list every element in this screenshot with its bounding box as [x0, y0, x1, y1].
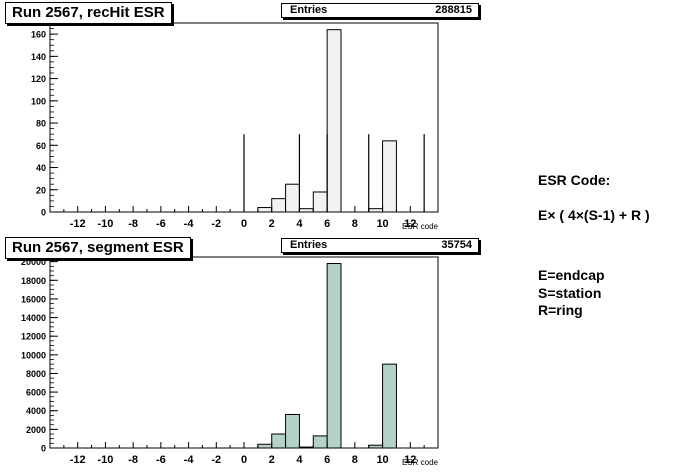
x-tick-label: 2	[269, 454, 275, 466]
legend-line-station: S=station	[538, 285, 602, 301]
x-tick-label: 6	[324, 218, 330, 230]
legend-formula: E× ( 4×(S-1) + R )	[538, 207, 650, 223]
histogram-bin	[312, 435, 328, 449]
histogram-bin	[368, 444, 384, 449]
y-tick-label: 14000	[21, 313, 46, 323]
x-tick-label: 12	[404, 454, 416, 466]
x-tick-label: -6	[156, 218, 166, 230]
x-tick-label: 4	[296, 218, 303, 230]
histogram-bin	[382, 140, 397, 213]
histogram-bin	[312, 191, 328, 213]
rechit-stats-box: Entries 288815	[281, 3, 479, 18]
rechit-entries-label: Entries	[290, 4, 328, 16]
x-tick-label: 12	[404, 218, 416, 230]
histogram-bin	[271, 433, 287, 449]
x-tick-label: -10	[97, 454, 113, 466]
x-tick-label: -2	[211, 454, 221, 466]
x-axis-title: ESR code	[402, 458, 439, 467]
y-tick-label: 0	[41, 444, 46, 454]
y-tick-label: 8000	[26, 369, 46, 379]
x-tick-label: -4	[184, 454, 195, 466]
legend-heading: ESR Code:	[538, 172, 611, 188]
plot-frame	[49, 256, 439, 449]
x-tick-label: 8	[352, 218, 358, 230]
y-tick-label: 12000	[21, 332, 46, 342]
x-tick-label: -8	[128, 454, 138, 466]
x-tick-label: 10	[376, 218, 388, 230]
x-tick-label: 6	[324, 454, 330, 466]
x-tick-label: 2	[269, 218, 275, 230]
x-tick-label: -6	[156, 454, 166, 466]
histogram-bin	[271, 198, 287, 213]
x-tick-label: -4	[184, 218, 195, 230]
y-tick-label: 18000	[21, 276, 46, 286]
histogram-bin	[368, 208, 384, 213]
y-tick-label: 140	[31, 52, 46, 62]
x-tick-label: 10	[376, 454, 388, 466]
y-tick-label: 20000	[21, 257, 46, 267]
segment-panel-title: Run 2567, segment ESR	[5, 237, 191, 259]
histogram-bin	[298, 208, 314, 213]
y-tick-label: 10000	[21, 350, 46, 360]
y-tick-label: 16000	[21, 294, 46, 304]
x-tick-label: -2	[211, 218, 221, 230]
histogram-bin	[326, 29, 342, 213]
histogram-bin	[382, 363, 397, 449]
legend-line-ring: R=ring	[538, 302, 583, 318]
segment-stats-box: Entries 35754	[281, 238, 479, 253]
y-tick-label: 80	[36, 119, 46, 129]
y-tick-label: 160	[31, 30, 46, 40]
y-tick-label: 2000	[26, 425, 46, 435]
y-tick-label: 120	[31, 74, 46, 84]
x-tick-label: -12	[70, 454, 86, 466]
y-tick-label: 4000	[26, 406, 46, 416]
x-tick-label: 0	[241, 218, 247, 230]
histogram-bin	[298, 446, 314, 449]
rechit-esr-histogram: -12 -10 -8 -6 -4 -2 0 2 4 6 8 10 1202040608010012014…	[31, 22, 439, 231]
histogram-bin	[326, 263, 342, 449]
x-axis-title: ESR code	[402, 222, 439, 231]
rechit-entries-value: 288815	[435, 4, 472, 16]
histogram-bin	[257, 207, 273, 213]
histogram-bin	[257, 443, 273, 449]
histogram-bin	[285, 183, 300, 213]
x-tick-label: -10	[97, 218, 113, 230]
x-tick-label: 0	[241, 454, 247, 466]
y-tick-label: 6000	[26, 388, 46, 398]
x-tick-label: 4	[296, 454, 303, 466]
segment-entries-label: Entries	[290, 239, 328, 251]
y-tick-label: 100	[31, 96, 46, 106]
rechit-panel-title: Run 2567, recHit ESR	[5, 2, 172, 24]
segment-esr-histogram: -12 -10 -8 -6 -4 -2 0 2 4 6 8 10 12 0 2000 4000 6000 8000…	[21, 256, 439, 467]
y-tick-label: 0	[41, 208, 46, 218]
legend-line-endcap: E=endcap	[538, 267, 605, 283]
y-tick-label: 60	[36, 141, 46, 151]
x-tick-label: 8	[352, 454, 358, 466]
x-tick-label: -12	[70, 218, 86, 230]
histogram-bin	[285, 413, 300, 449]
y-tick-label: 20	[36, 185, 46, 195]
segment-entries-value: 35754	[441, 239, 472, 251]
y-tick-label: 40	[36, 163, 46, 173]
x-tick-label: -8	[128, 218, 138, 230]
